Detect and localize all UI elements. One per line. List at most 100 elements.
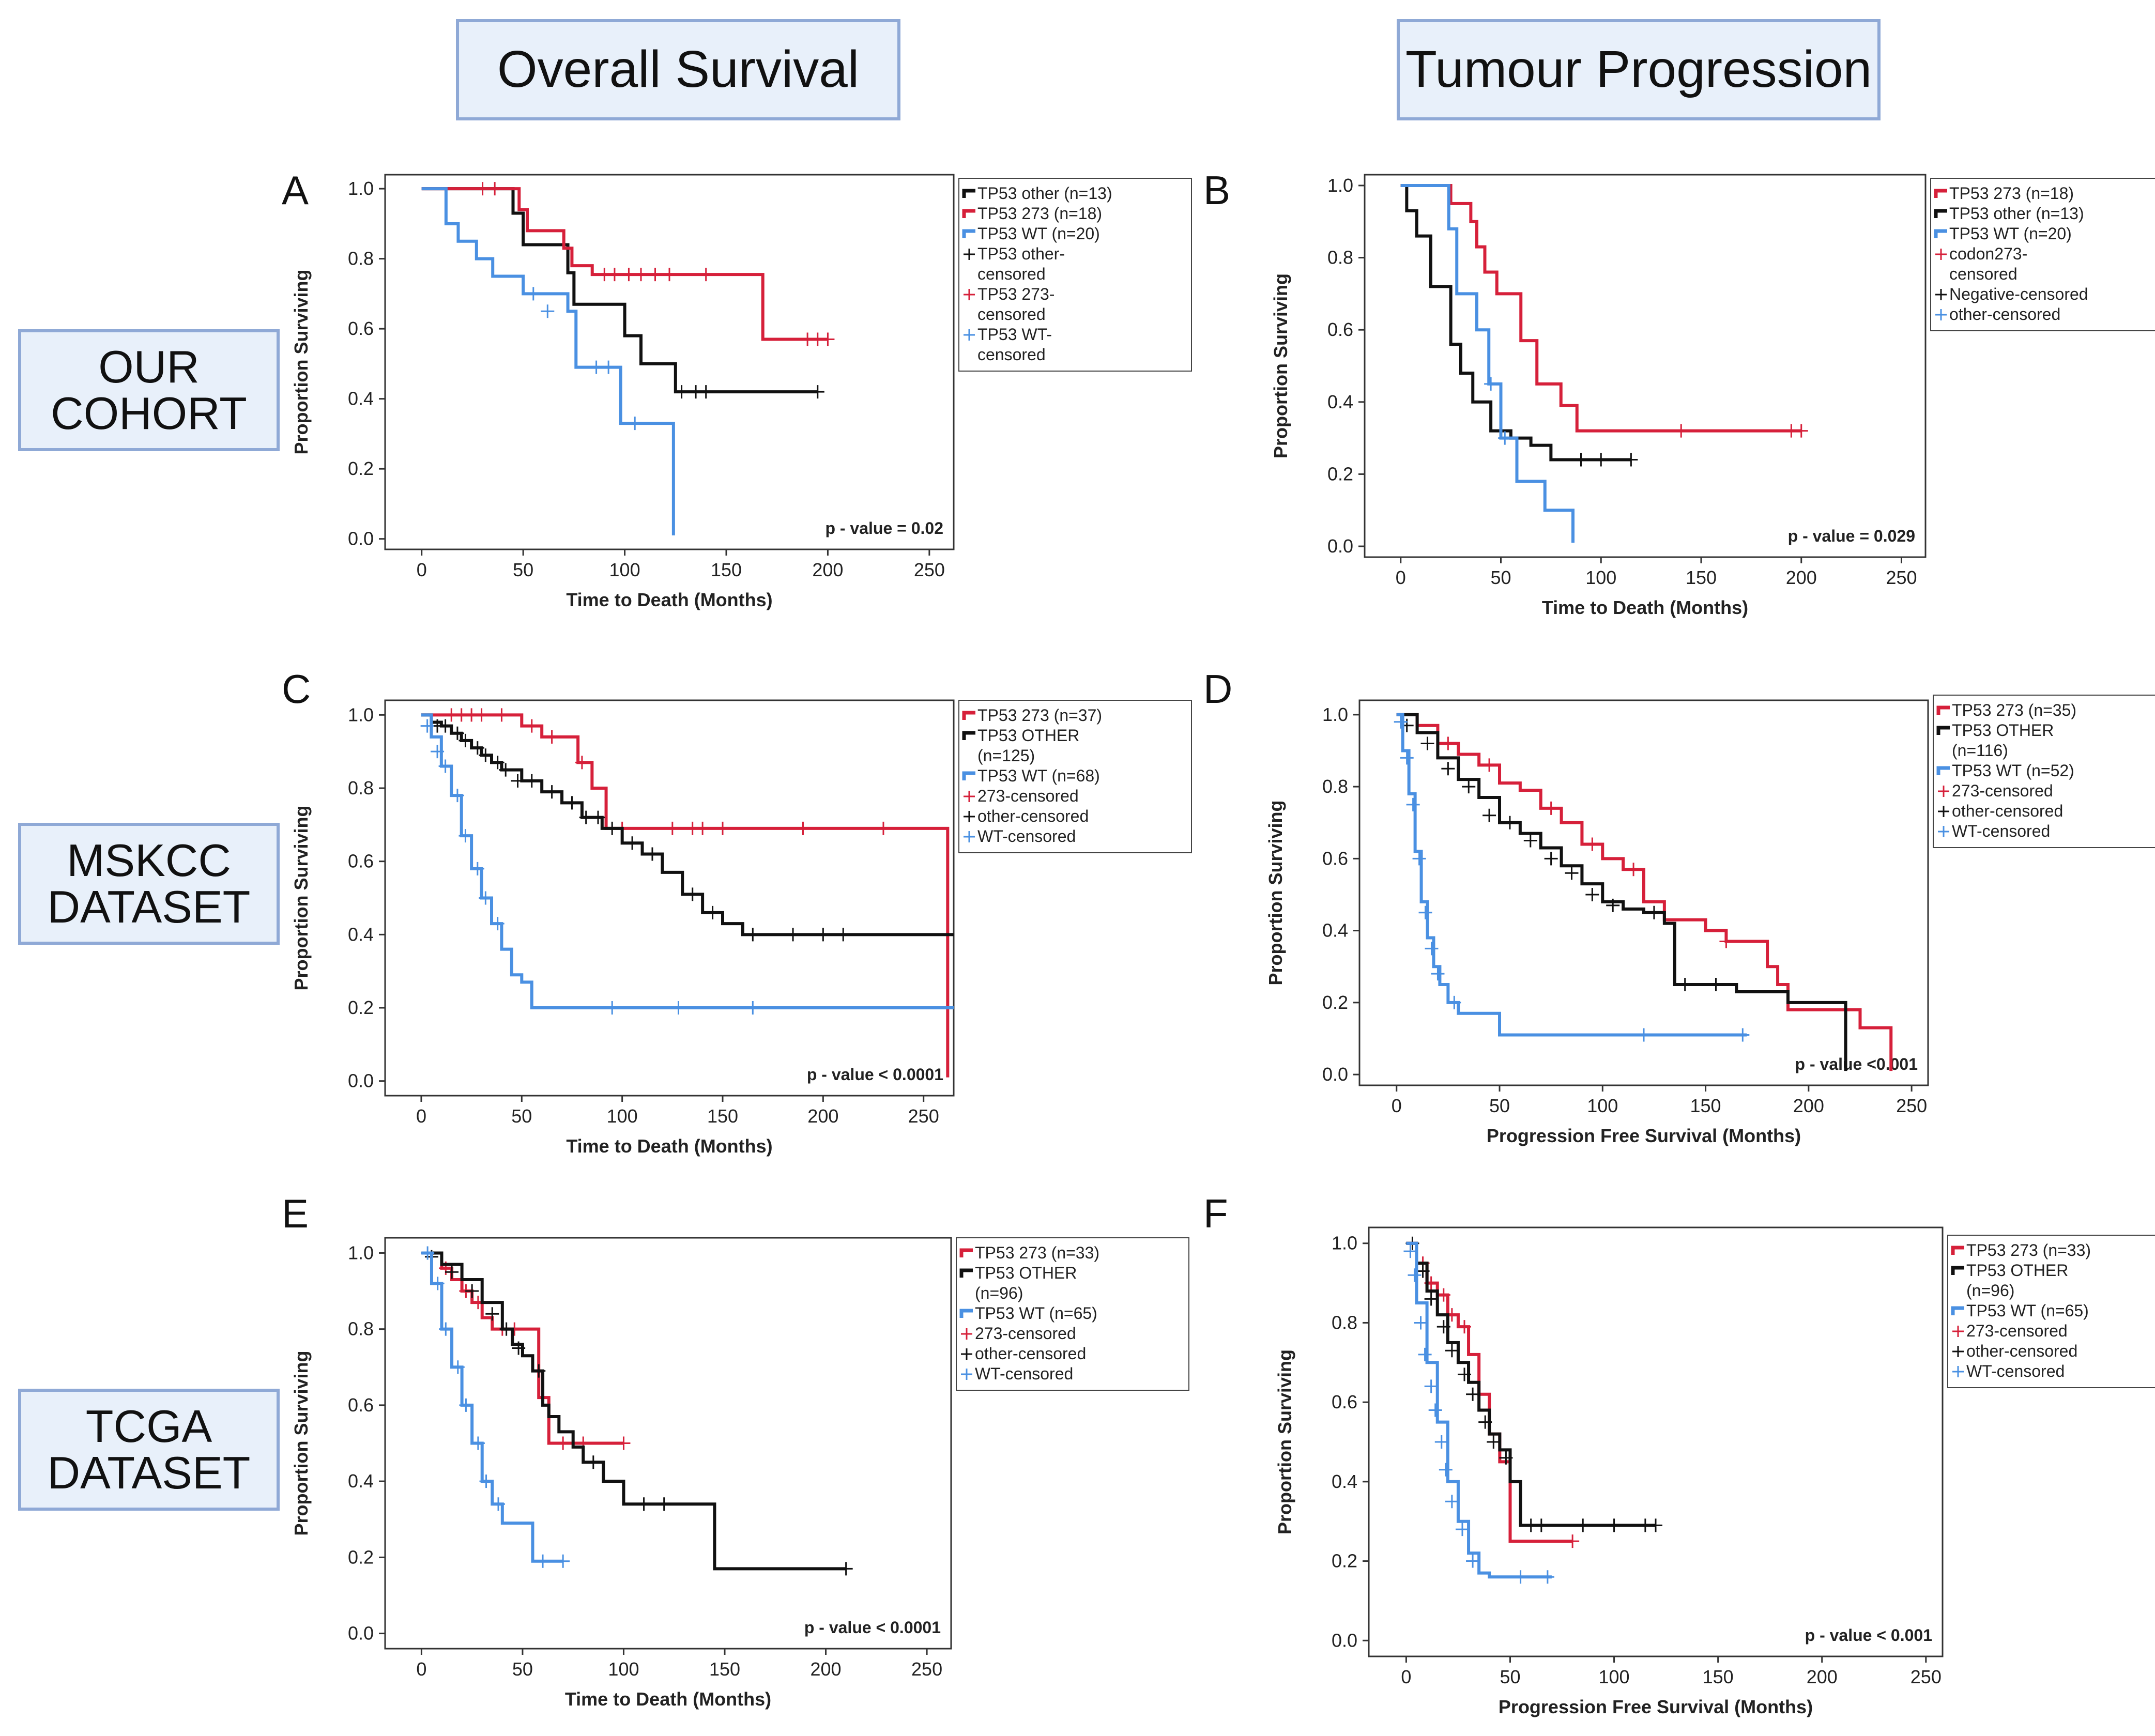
censor-mark — [1425, 942, 1439, 956]
legend-label-continued: censored — [977, 305, 1046, 324]
censor-mark — [1447, 995, 1461, 1009]
row-label-box — [18, 1389, 280, 1511]
y-tick-label: 0.8 — [348, 777, 374, 798]
legend-label: TP53 273 (n=33) — [975, 1243, 1099, 1262]
legend: TP53 273 (n=33)TP53 OTHER(n=96)TP53 WT (… — [1947, 1235, 2155, 1388]
plot-frame — [384, 174, 955, 550]
censor-mark — [591, 810, 605, 824]
row-label-line1: TCGA — [86, 1401, 212, 1452]
x-tick-label: 150 — [1686, 567, 1717, 588]
censor-mark — [1431, 967, 1445, 981]
legend-frame — [956, 1237, 1189, 1391]
legend-label: 273-censored — [977, 787, 1079, 805]
km-curve-tp53-wt — [1406, 1241, 1552, 1579]
panel-letter: B — [1203, 167, 1230, 213]
legend-cross-swatch — [964, 289, 975, 300]
x-tick-label: 100 — [1599, 1666, 1630, 1687]
censor-mark — [1523, 834, 1537, 848]
legend-frame — [1947, 1235, 2155, 1388]
x-tick-label: 250 — [908, 1105, 939, 1127]
legend-label: WT-censored — [1952, 822, 2050, 840]
x-tick-label: 100 — [1585, 567, 1616, 588]
censor-mark — [556, 1554, 570, 1568]
x-axis-label: Time to Death (Months) — [566, 589, 772, 610]
censor-mark — [1436, 1288, 1450, 1302]
censor-mark — [499, 763, 513, 777]
censor-mark — [589, 360, 603, 374]
censor-mark — [628, 417, 642, 431]
header-box — [1397, 19, 1881, 120]
legend-label: TP53 WT (n=20) — [977, 224, 1100, 243]
censor-mark — [1649, 1518, 1662, 1532]
censor-mark — [445, 1265, 459, 1279]
censor-mark — [1416, 1264, 1430, 1278]
legend-label-continued: (n=96) — [975, 1284, 1023, 1302]
censor-mark — [458, 829, 472, 843]
km-curve-tp53-other — [421, 1251, 846, 1571]
y-axis-label: Proportion Surviving — [291, 1350, 312, 1535]
y-tick-label: 0.4 — [348, 924, 374, 945]
censor-mark — [458, 733, 472, 747]
y-tick-label: 0.6 — [1322, 848, 1348, 869]
y-tick-label: 0.2 — [348, 458, 374, 479]
x-tick-label: 0 — [416, 1658, 426, 1680]
panel-c: C 0 50 100 150 200 250 0.0 0.2 0.4 0.6 0.8 1.0 Time t… — [282, 666, 1192, 1157]
censor-mark — [634, 268, 648, 282]
legend-line-swatch — [962, 771, 975, 780]
legend-label: TP53 other (n=13) — [1949, 204, 2084, 223]
legend-label: TP53 OTHER — [1952, 721, 2054, 740]
p-value: p - value = 0.02 — [825, 519, 943, 537]
p-value: p - value <0.001 — [1795, 1055, 1918, 1073]
plot-frame — [384, 699, 955, 1097]
censor-mark — [648, 268, 662, 282]
censor-mark — [1424, 1379, 1438, 1393]
censor-mark — [575, 756, 589, 770]
legend-label: codon273- — [1949, 244, 2027, 263]
legend-line-swatch — [959, 1248, 973, 1257]
y-tick-label: 0.4 — [1327, 391, 1353, 412]
row-label-box — [18, 329, 280, 451]
km-curve-tp53-wt — [1396, 713, 1747, 1037]
censor-mark — [1487, 1435, 1501, 1449]
censor-mark — [1794, 424, 1808, 438]
y-axis-label: Proportion Surviving — [1274, 1349, 1295, 1534]
x-tick-label: 250 — [1886, 567, 1917, 588]
censor-mark — [1585, 887, 1599, 901]
panel-a: A 0 50 100 150 200 250 0.0 0.2 0.4 0.6 0.8 1.0 Time t… — [282, 167, 1192, 610]
y-tick-label: 0.6 — [1327, 319, 1353, 340]
censor-mark — [839, 1562, 853, 1576]
censor-mark — [1445, 1344, 1459, 1358]
y-tick-label: 0.0 — [1332, 1630, 1357, 1651]
legend-line-swatch — [962, 189, 975, 198]
legend-label: TP53 other- — [977, 244, 1065, 263]
legend-cross-swatch — [961, 1348, 972, 1360]
y-tick-label: 0.4 — [1332, 1471, 1357, 1492]
km-curve-tp53-other — [1400, 183, 1631, 462]
legend-line-swatch — [959, 1268, 973, 1278]
censor-mark — [1408, 1268, 1422, 1282]
x-tick-label: 50 — [1489, 1095, 1510, 1116]
legend-line-swatch — [1951, 1266, 1964, 1275]
legend-line-swatch — [1934, 229, 1947, 238]
censor-mark — [1574, 453, 1588, 467]
censor-mark — [1607, 1518, 1621, 1532]
panel-f: F 0 50 100 150 200 250 0.0 0.2 0.4 0.6 0.8 1.0 Progre… — [1203, 1191, 2155, 1717]
legend-label: other-censored — [1966, 1342, 2077, 1360]
y-axis-label: Proportion Surviving — [291, 805, 312, 990]
y-tick-label: 0.2 — [1332, 1550, 1357, 1572]
p-value: p - value = 0.029 — [1788, 527, 1915, 545]
km-curve-tp53-other — [1406, 1241, 1656, 1527]
x-tick-label: 150 — [711, 559, 742, 580]
legend-cross-swatch — [1935, 249, 1947, 260]
x-axis-label: Time to Death (Months) — [1542, 597, 1748, 618]
legend-label: other-censored — [1952, 802, 2063, 820]
y-tick-label: 0.2 — [1327, 463, 1353, 484]
censor-mark — [796, 821, 810, 835]
plot-frame — [1368, 1226, 1944, 1657]
legend-label: TP53 273 (n=33) — [1966, 1241, 2091, 1259]
legend: TP53 273 (n=33)TP53 OTHER(n=96)TP53 WT (… — [956, 1237, 1189, 1391]
x-tick-label: 150 — [709, 1658, 740, 1680]
km-panels: A 0 50 100 150 200 250 0.0 0.2 0.4 0.6 0.8 1.0 Time t… — [282, 167, 2155, 1717]
row-label-line2: COHORT — [51, 388, 247, 439]
censor-mark — [1624, 453, 1638, 467]
